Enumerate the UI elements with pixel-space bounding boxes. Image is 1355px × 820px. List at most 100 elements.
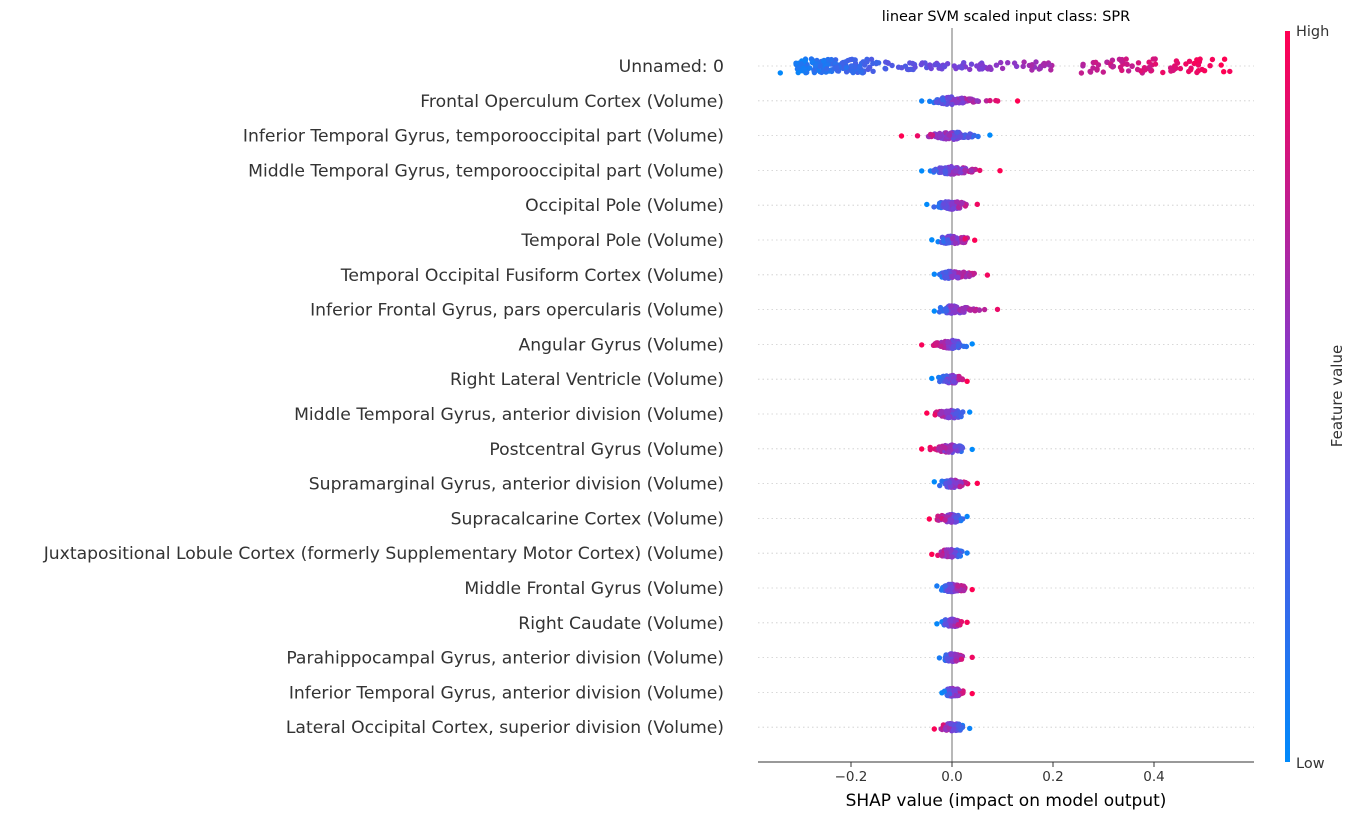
colorbar-title: Feature value <box>1328 345 1346 447</box>
shap-point <box>942 621 948 627</box>
shap-point <box>908 66 914 73</box>
shap-point <box>1048 67 1054 73</box>
shap-point <box>941 63 948 70</box>
shap-point <box>1152 56 1158 62</box>
shap-point <box>1020 63 1026 70</box>
shap-point <box>952 240 959 246</box>
shap-point <box>987 132 993 138</box>
shap-point <box>834 64 840 70</box>
shap-point <box>850 69 856 76</box>
shap-point <box>964 619 970 625</box>
x-axis-label: SHAP value (impact on model output) <box>846 791 1167 811</box>
feature-label: Middle Frontal Gyrus (Volume) <box>464 579 724 599</box>
shap-point <box>798 61 804 67</box>
shap-point <box>931 479 937 485</box>
shap-point <box>1160 69 1166 76</box>
shap-point <box>959 200 965 206</box>
shap-point <box>959 445 966 451</box>
shap-point <box>1134 66 1141 73</box>
shap-point <box>976 307 982 313</box>
row-guides <box>758 65 1254 728</box>
shap-point <box>956 552 962 558</box>
shap-point <box>1227 68 1233 75</box>
shap-point <box>937 446 943 452</box>
shap-point <box>936 374 942 381</box>
shap-point <box>997 168 1003 174</box>
shap-point <box>943 308 950 314</box>
shap-point <box>929 375 935 382</box>
shap-point <box>944 656 950 662</box>
shap-point <box>944 408 950 414</box>
shap-point <box>999 65 1006 72</box>
shap-point <box>1078 70 1085 76</box>
shap-point <box>938 409 945 415</box>
shap-point <box>977 167 983 174</box>
shap-point <box>873 59 880 66</box>
shap-point <box>898 133 905 139</box>
shap-point <box>948 651 954 658</box>
shap-point <box>972 237 978 243</box>
shap-point <box>968 61 975 67</box>
shap-point <box>945 414 952 421</box>
shap-point <box>974 63 980 69</box>
shap-point <box>950 205 957 212</box>
feature-label: Middle Temporal Gyrus, anterior division… <box>294 405 724 425</box>
shap-point <box>1201 68 1208 74</box>
shap-point <box>966 307 973 313</box>
shap-point <box>811 67 818 73</box>
feature-label: Supracalcarine Cortex (Volume) <box>451 509 724 529</box>
shap-point <box>961 60 967 66</box>
feature-label: Inferior Frontal Gyrus, pars opercularis… <box>310 301 724 321</box>
x-tick-label: 0.4 <box>1143 769 1164 785</box>
shap-point <box>937 482 943 489</box>
shap-point <box>858 69 864 75</box>
shap-point <box>957 483 963 490</box>
shap-point <box>953 658 959 664</box>
shap-point <box>961 587 967 594</box>
shap-point <box>967 725 973 732</box>
feature-label: Lateral Occipital Cortex, superior divis… <box>286 718 724 738</box>
shap-point <box>927 62 933 68</box>
shap-point <box>942 444 948 451</box>
shap-point <box>954 129 960 135</box>
shap-point <box>942 168 948 174</box>
shap-point <box>948 548 955 554</box>
feature-labels: Unnamed: 0 Frontal Operculum Cortex (Volu… <box>43 57 724 738</box>
shap-point <box>816 63 823 69</box>
shap-point <box>1194 69 1200 76</box>
shap-point <box>993 62 1000 68</box>
shap-point <box>1177 65 1184 72</box>
shap-point <box>946 479 952 485</box>
shap-point <box>914 133 921 139</box>
shap-point <box>979 66 985 72</box>
colorbar-low-label: Low <box>1296 756 1325 772</box>
shap-point <box>1186 58 1193 64</box>
shap-point <box>1218 62 1224 68</box>
shap-point <box>812 62 819 69</box>
shap-point <box>937 378 943 385</box>
shap-point <box>839 60 845 66</box>
shap-point <box>795 69 801 76</box>
shap-point <box>975 133 981 140</box>
shap-point <box>938 343 944 349</box>
shap-point <box>1135 60 1142 66</box>
shap-point <box>947 618 953 624</box>
shap-point <box>847 57 853 63</box>
shap-point <box>1186 68 1192 75</box>
shap-point <box>919 342 925 348</box>
shap-point <box>936 655 943 661</box>
shap-point <box>969 690 975 697</box>
shap-point <box>941 688 948 694</box>
shap-point <box>955 583 961 589</box>
shap-point <box>994 306 1001 313</box>
feature-label: Inferior Temporal Gyrus, anterior divisi… <box>289 683 724 703</box>
shap-point <box>1152 61 1159 67</box>
shap-point <box>959 95 965 101</box>
shap-point <box>919 98 925 104</box>
shap-point <box>985 66 991 72</box>
shap-point <box>1142 67 1148 73</box>
shap-point <box>953 514 959 521</box>
shap-point <box>967 409 973 415</box>
shap-point <box>1109 57 1116 63</box>
